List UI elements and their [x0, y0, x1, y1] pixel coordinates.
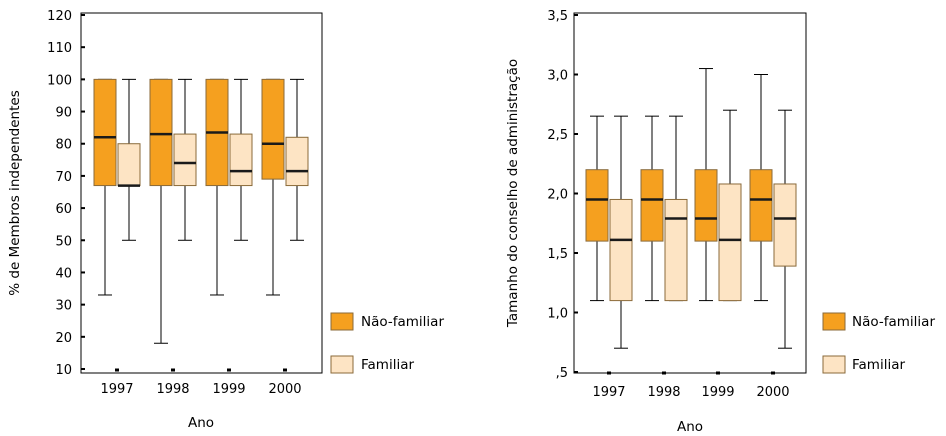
legend-left: Não-familiar Familiar — [330, 312, 444, 374]
box-non-family — [694, 169, 718, 242]
y-tick-label: 20 — [55, 331, 72, 346]
box-non-family — [585, 169, 609, 242]
y-tick-label: 2,5 — [547, 128, 568, 143]
x-tick-label: 1998 — [156, 382, 189, 397]
y-tick-label: 100 — [47, 73, 72, 88]
legend-swatch-non-family — [822, 312, 846, 331]
y-ticks-left: 10 20 30 40 50 60 70 80 90 100 110 120 — [47, 9, 85, 378]
y-tick-label: 1,0 — [547, 307, 568, 322]
box-non-family — [93, 78, 117, 187]
legend-swatch-family — [330, 355, 354, 374]
x-ticks-right: 1997 1998 1999 2000 — [592, 371, 790, 400]
box-family — [664, 198, 688, 302]
y-tick-label: 3,0 — [547, 69, 568, 84]
legend-label-non-family: Não-familiar — [361, 314, 444, 330]
box-non-family — [640, 169, 664, 242]
box-non-family — [149, 78, 173, 187]
y-tick-label: 110 — [47, 41, 72, 56]
box-family — [609, 198, 633, 302]
boxes-left — [93, 78, 309, 344]
x-tick-label: 2000 — [268, 382, 301, 397]
box-non-family — [749, 169, 773, 242]
legend-label-non-family: Não-familiar — [852, 314, 935, 330]
y-tick-label: ,5 — [556, 366, 568, 381]
y-tick-label: 90 — [55, 106, 72, 121]
y-tick-label: 30 — [55, 299, 72, 314]
y-tick-label: 10 — [55, 363, 72, 378]
y-tick-label: 40 — [55, 266, 72, 281]
y-tick-label: 50 — [55, 234, 72, 249]
y-tick-label: 120 — [47, 9, 72, 24]
y-ticks-right: ,5 1,0 1,5 2,0 2,5 3,0 3,5 — [547, 9, 578, 381]
y-axis-label-left: % de Membros independentes — [7, 90, 23, 295]
y-tick-label: 70 — [55, 170, 72, 185]
x-axis-label-right: Ano — [677, 419, 703, 435]
x-tick-label: 1998 — [647, 385, 680, 400]
legend-label-family: Familiar — [361, 357, 414, 373]
y-tick-label: 60 — [55, 202, 72, 217]
boxes-right — [585, 68, 797, 349]
x-tick-label: 2000 — [756, 385, 789, 400]
chart-right: ,5 1,0 1,5 2,0 2,5 3,0 3,5 1997 1998 1999 2000 An… — [505, 9, 807, 435]
box-family — [285, 136, 309, 187]
y-tick-label: 1,5 — [547, 247, 568, 262]
x-axis-label-left: Ano — [188, 415, 214, 431]
box-non-family — [261, 78, 285, 180]
box-family — [173, 133, 197, 187]
box-family — [117, 143, 141, 187]
x-tick-label: 1997 — [100, 382, 133, 397]
x-tick-label: 1997 — [592, 385, 625, 400]
box-family — [773, 183, 797, 267]
y-axis-label-right: Tamanho do conselho de administração — [505, 59, 521, 328]
y-tick-label: 80 — [55, 138, 72, 153]
box-family — [229, 133, 253, 187]
y-tick-label: 2,0 — [547, 188, 568, 203]
x-tick-label: 1999 — [212, 382, 245, 397]
x-ticks-left: 1997 1998 1999 2000 — [100, 368, 302, 397]
y-tick-label: 3,5 — [547, 9, 568, 24]
chart-left: 10 20 30 40 50 60 70 80 90 100 110 120 1997 1998 1999… — [7, 9, 323, 431]
legend-swatch-non-family — [330, 312, 354, 331]
legend-swatch-family — [822, 355, 846, 374]
box-family — [718, 183, 742, 302]
plot-frame-left — [80, 12, 323, 374]
x-tick-label: 1999 — [701, 385, 734, 400]
legend-label-family: Familiar — [852, 357, 905, 373]
legend-right: Não-familiar Familiar — [822, 312, 935, 374]
